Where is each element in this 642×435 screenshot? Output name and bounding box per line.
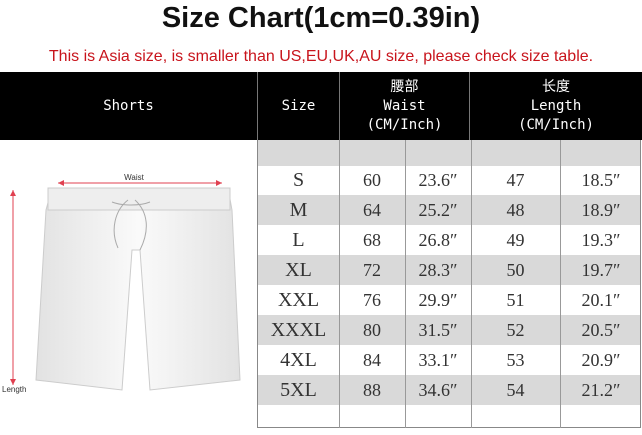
cell-waist-in: 33.1″	[418, 349, 458, 370]
length-label: Length	[2, 385, 26, 394]
cell-size: L	[292, 228, 305, 251]
cell-waist-cm: 68	[363, 229, 381, 250]
header-waist-cn: 腰部	[390, 78, 419, 95]
cell-length-cm: 48	[506, 199, 525, 220]
header-size-label: Size	[281, 97, 316, 114]
column-divider	[405, 140, 406, 428]
cell-length-cm: 47	[506, 169, 525, 190]
column-divider	[560, 140, 561, 428]
cell-waist-cm: 88	[363, 379, 381, 400]
cell-size: M	[289, 198, 308, 221]
size-table: S 60 23.6″ 47 18.5″ M 64 25.2″ 48 18.9″ L 68 26.8″ 49…	[257, 140, 641, 428]
cell-length-in: 20.9″	[581, 349, 621, 370]
shorts-image: Waist Length	[0, 140, 257, 430]
cell-size: XXXL	[270, 318, 327, 341]
cell-waist-cm: 72	[363, 259, 381, 280]
size-notice: This is Asia size, is smaller than US,EU…	[48, 48, 594, 65]
cell-length-cm: 51	[506, 289, 525, 310]
table-row: 5XL 88 34.6″ 54 21.2″	[258, 375, 640, 405]
cell-size: 5XL	[280, 378, 317, 401]
cell-length-in: 20.5″	[581, 319, 621, 340]
column-divider	[471, 140, 472, 428]
cell-length-in: 18.5″	[581, 169, 621, 190]
table-row: XXXL 80 31.5″ 52 20.5″	[258, 315, 640, 345]
cell-length-cm: 52	[506, 319, 525, 340]
cell-waist-in: 25.2″	[418, 199, 458, 220]
cell-waist-in: 28.3″	[418, 259, 458, 280]
cell-waist-in: 31.5″	[418, 319, 458, 340]
cell-waist-cm: 80	[363, 319, 381, 340]
cell-waist-in: 29.9″	[418, 289, 458, 310]
cell-size: XXL	[277, 288, 320, 311]
cell-waist-cm: 60	[363, 169, 381, 190]
header-length: 长度 Length (CM/Inch)	[470, 72, 642, 140]
table-header: Shorts Size 腰部 Waist (CM/Inch) 长度 Length…	[0, 72, 642, 140]
cell-size: 4XL	[280, 348, 317, 371]
cell-length-cm: 49	[506, 229, 525, 250]
header-size: Size	[258, 72, 340, 140]
cell-size: S	[292, 168, 305, 191]
column-divider	[339, 140, 340, 428]
blank-band	[258, 140, 640, 166]
cell-length-in: 18.9″	[581, 199, 621, 220]
cell-length-cm: 54	[506, 379, 525, 400]
header-waist-label: Waist	[383, 97, 426, 114]
waist-label: Waist	[124, 173, 144, 182]
cell-waist-in: 23.6″	[418, 169, 458, 190]
cell-length-in: 19.3″	[581, 229, 621, 250]
header-waist: 腰部 Waist (CM/Inch)	[340, 72, 470, 140]
header-shorts: Shorts	[0, 72, 258, 140]
cell-length-in: 19.7″	[581, 259, 621, 280]
cell-length-in: 20.1″	[581, 289, 621, 310]
page-title: Size Chart(1cm=0.39in)	[161, 2, 481, 34]
cell-waist-cm: 84	[363, 349, 381, 370]
cell-waist-in: 26.8″	[418, 229, 458, 250]
header-length-unit: (CM/Inch)	[518, 116, 594, 133]
header-length-label: Length	[530, 97, 582, 114]
table-row: S 60 23.6″ 47 18.5″	[258, 165, 640, 195]
table-row: 4XL 84 33.1″ 53 20.9″	[258, 345, 640, 375]
cell-waist-in: 34.6″	[418, 379, 458, 400]
header-waist-unit: (CM/Inch)	[366, 116, 443, 133]
header-shorts-label: Shorts	[103, 97, 154, 114]
table-row: L 68 26.8″ 49 19.3″	[258, 225, 640, 255]
cell-length-in: 21.2″	[581, 379, 621, 400]
cell-waist-cm: 64	[363, 199, 381, 220]
cell-length-cm: 53	[506, 349, 525, 370]
table-row: M 64 25.2″ 48 18.9″	[258, 195, 640, 225]
cell-size: XL	[285, 258, 312, 281]
table-row: XXL 76 29.9″ 51 20.1″	[258, 285, 640, 315]
table-row: XL 72 28.3″ 50 19.7″	[258, 255, 640, 285]
cell-waist-cm: 76	[363, 289, 381, 310]
cell-length-cm: 50	[506, 259, 525, 280]
header-length-cn: 长度	[542, 78, 570, 95]
